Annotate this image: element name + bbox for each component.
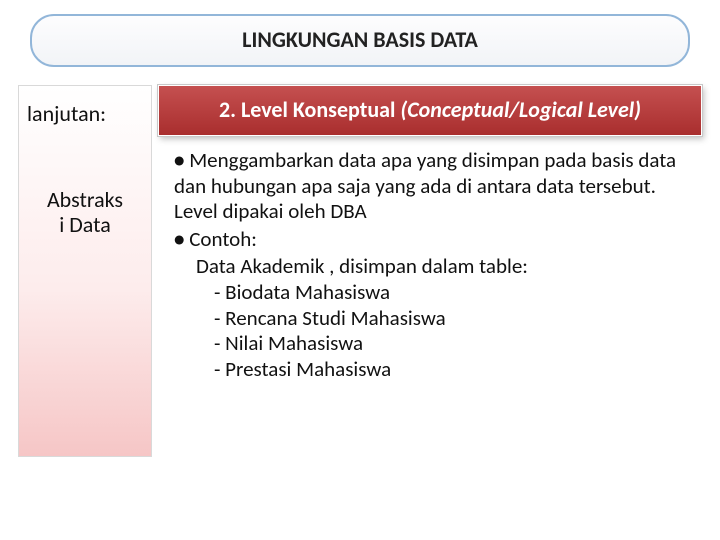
example-item-2: - Rencana Studi Mahasiswa	[174, 306, 702, 332]
body-text: Menggambarkan data apa yang disimpan pad…	[152, 148, 702, 382]
section-heading-italic: (Conceptual/Logical Level)	[400, 96, 641, 123]
example-item-1: - Biodata Mahasiswa	[174, 280, 702, 306]
sidebar-bottom-line1: Abstraks	[27, 187, 143, 212]
example-item-3: - Nilai Mahasiswa	[174, 331, 702, 357]
example-intro: Data Akademik , disimpan dalam table:	[174, 254, 702, 280]
sidebar-bottom-text: Abstraks i Data	[27, 187, 143, 238]
section-heading: 2. Level Konseptual (Conceptual/Logical …	[158, 85, 702, 136]
bullet-1: Menggambarkan data apa yang disimpan pad…	[174, 148, 702, 225]
slide-container: LINGKUNGAN BASIS DATA lanjutan: Abstraks…	[0, 0, 720, 540]
example-item-4: - Prestasi Mahasiswa	[174, 357, 702, 383]
page-title: LINGKUNGAN BASIS DATA	[30, 14, 690, 67]
content-row: lanjutan: Abstraks i Data 2. Level Konse…	[18, 85, 702, 457]
sidebar-bottom-line2: i Data	[27, 212, 143, 237]
sidebar-top-text: lanjutan:	[27, 100, 143, 127]
bullet-2: Contoh:	[174, 227, 702, 253]
sidebar: lanjutan: Abstraks i Data	[18, 85, 152, 457]
main-content: 2. Level Konseptual (Conceptual/Logical …	[152, 85, 702, 457]
sidebar-box: lanjutan: Abstraks i Data	[18, 85, 152, 457]
section-heading-plain: 2. Level Konseptual	[219, 96, 400, 123]
